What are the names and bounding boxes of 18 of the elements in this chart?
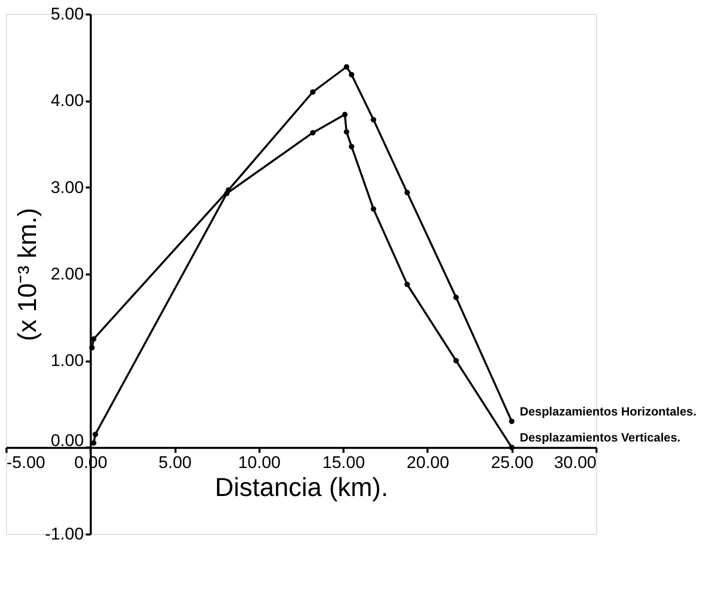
series-label: Desplazamientos Verticales.	[520, 430, 680, 444]
y-tick-label: 0.00	[50, 430, 84, 450]
x-tick-label: 5.00	[158, 452, 192, 472]
y-tick-label: 4.00	[50, 91, 84, 110]
x-axis-title: Distancia (km).	[214, 472, 388, 502]
y-tick-label: 1.00	[50, 351, 84, 370]
x-tick-label: 20.00	[406, 452, 450, 472]
x-tick-label: 15.00	[322, 452, 365, 472]
y-tick-label: 2.00	[50, 264, 84, 284]
y-axis-title: (x 10⁻³ km.)	[12, 208, 42, 342]
series-label: Desplazamientos Horizontales.	[520, 404, 696, 418]
x-tick-label: -5.00	[6, 452, 46, 472]
y-tick-label: 3.00	[50, 178, 84, 197]
x-tick-label: 10.00	[238, 452, 281, 472]
y-tick-label: -1.00	[45, 524, 84, 544]
x-tick-label: 25.00	[490, 452, 534, 472]
x-tick-label: 30.00	[554, 452, 596, 472]
y-tick-label: 5.00	[50, 4, 84, 24]
